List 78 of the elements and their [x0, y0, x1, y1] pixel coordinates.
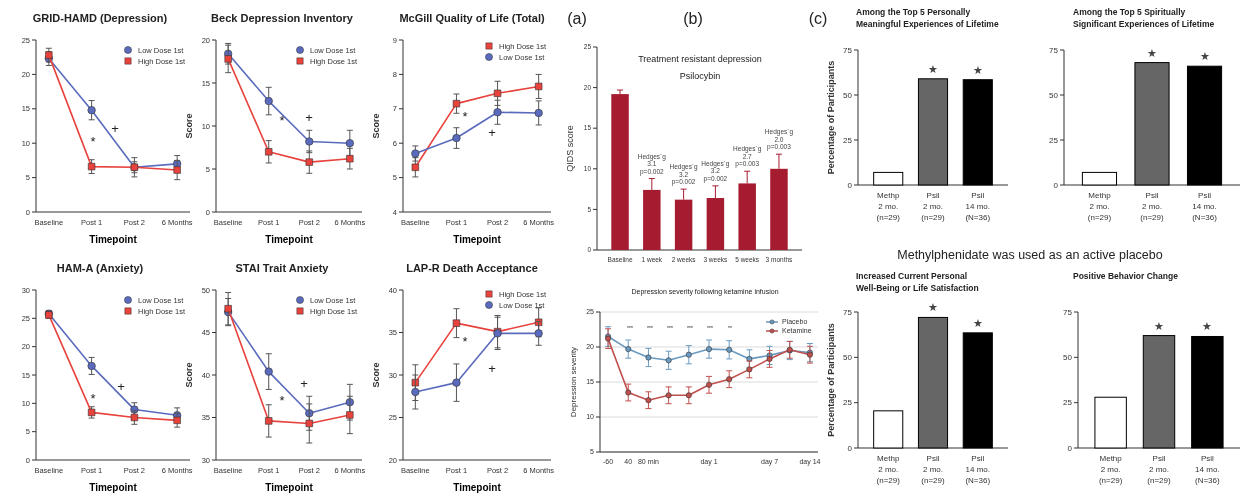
- annotation: *: [462, 334, 468, 349]
- text: (c): [808, 10, 828, 27]
- y-tick-label: 75: [1063, 307, 1073, 317]
- annotation: +: [488, 125, 496, 140]
- chart-title: McGill Quality of Life (Total): [399, 12, 545, 24]
- chart-title: Among the Top 5 Personally Meaningful Experiences of Lifetime: [856, 7, 999, 29]
- chart-title: LAP-R Death Acceptance: [406, 262, 538, 274]
- chart-title: Beck Depression Inventory: [211, 12, 354, 24]
- annotation: *: [90, 391, 96, 406]
- chart-title: Among the Top 5 Spiritually Significant Experiences of Lifetime: [1073, 7, 1215, 29]
- text: Methylphenidate was used as an active placebo: [897, 248, 1163, 262]
- annotation: *: [279, 393, 285, 408]
- annotation: +: [117, 379, 125, 394]
- x-tick-label: Psil 14 mo. (N=36): [1195, 454, 1221, 485]
- annotation: ★: [972, 316, 983, 329]
- x-tick-label: Psil 2 mo. (n=29): [921, 191, 945, 222]
- y-tick-label: 50: [1063, 353, 1073, 363]
- annotation: ★: [928, 301, 938, 314]
- x-tick-label: Methp 2 mo. (n=29): [876, 454, 901, 485]
- y-axis-title: Percentage of Participants: [826, 323, 836, 437]
- y-axis-title: Score: [184, 362, 194, 388]
- y-axis-title: Score: [184, 113, 194, 139]
- chart-title: Positive Behavior Change: [1073, 271, 1179, 281]
- x-axis-title: Timepoint: [265, 234, 314, 245]
- y-axis-title: Percentage of Participants: [826, 60, 836, 175]
- text: (a): [567, 10, 587, 27]
- y-tick-label: 0: [1053, 180, 1059, 190]
- text: Psilocybin: [679, 71, 721, 81]
- y-tick-label: 25: [1049, 135, 1059, 145]
- x-axis-title: Timepoint: [89, 234, 138, 245]
- x-tick-label: Psil 2 mo. (n=29): [921, 454, 945, 485]
- annotation: *: [279, 113, 285, 128]
- annotation: ★: [1199, 50, 1210, 63]
- y-tick-label: 0: [847, 180, 853, 190]
- annotation: ★: [972, 63, 983, 76]
- y-tick-label: 25: [1063, 398, 1073, 408]
- text: Treatment resistant depression: [638, 54, 762, 64]
- annotation: *: [462, 109, 468, 124]
- annotation: +: [488, 361, 496, 376]
- annotation: *: [90, 134, 96, 149]
- annotation: ★: [928, 62, 938, 75]
- x-tick-label: Psil 14 mo. (N=36): [965, 454, 991, 485]
- x-axis-title: Timepoint: [453, 482, 502, 493]
- x-tick-label: Psil 14 mo. (N=36): [965, 191, 991, 222]
- x-tick-label: Methp 2 mo. (n=29): [1098, 454, 1123, 485]
- y-tick-label: 75: [843, 307, 853, 317]
- y-tick-label: 50: [1049, 90, 1059, 100]
- annotation: +: [111, 121, 119, 136]
- y-axis-title: Score: [371, 113, 381, 139]
- y-tick-label: 0: [847, 443, 853, 453]
- y-axis-title: Depression severity: [569, 346, 578, 418]
- annotation: ★: [1154, 319, 1164, 332]
- x-tick-label: Methp 2 mo. (n=29): [876, 191, 901, 222]
- x-tick-label: Psil 2 mo. (n=29): [1147, 454, 1171, 485]
- x-axis-title: Timepoint: [265, 482, 314, 493]
- annotation: ★: [1202, 320, 1213, 333]
- y-tick-label: 75: [843, 45, 853, 55]
- y-axis-title: Score: [371, 362, 381, 388]
- chart-title: Increased Current Personal Well-Being or Life Satisfaction: [856, 271, 979, 293]
- text: (b): [683, 10, 703, 27]
- annotation: ★: [1147, 46, 1157, 59]
- y-tick-label: 75: [1049, 45, 1059, 55]
- annotation: +: [300, 376, 308, 391]
- x-tick-label: Psil 2 mo. (n=29): [1140, 191, 1164, 222]
- x-axis-title: Timepoint: [89, 482, 138, 493]
- annotation: +: [305, 110, 313, 125]
- chart-title: STAI Trait Anxiety: [235, 262, 330, 274]
- x-axis-title: Timepoint: [453, 234, 502, 245]
- y-tick-label: 0: [1067, 443, 1073, 453]
- y-tick-label: 25: [843, 135, 853, 145]
- chart-title: GRID-HAMD (Depression): [32, 12, 168, 24]
- y-axis-title: QIDS score: [565, 125, 575, 172]
- y-tick-label: 50: [843, 353, 853, 363]
- y-tick-label: 25: [843, 398, 853, 408]
- chart-title: HAM-A (Anxiety): [56, 262, 144, 274]
- x-tick-label: Psil 14 mo. (N=36): [1192, 191, 1218, 222]
- x-tick-label: Methp 2 mo. (n=29): [1087, 191, 1112, 222]
- y-tick-label: 50: [843, 90, 853, 100]
